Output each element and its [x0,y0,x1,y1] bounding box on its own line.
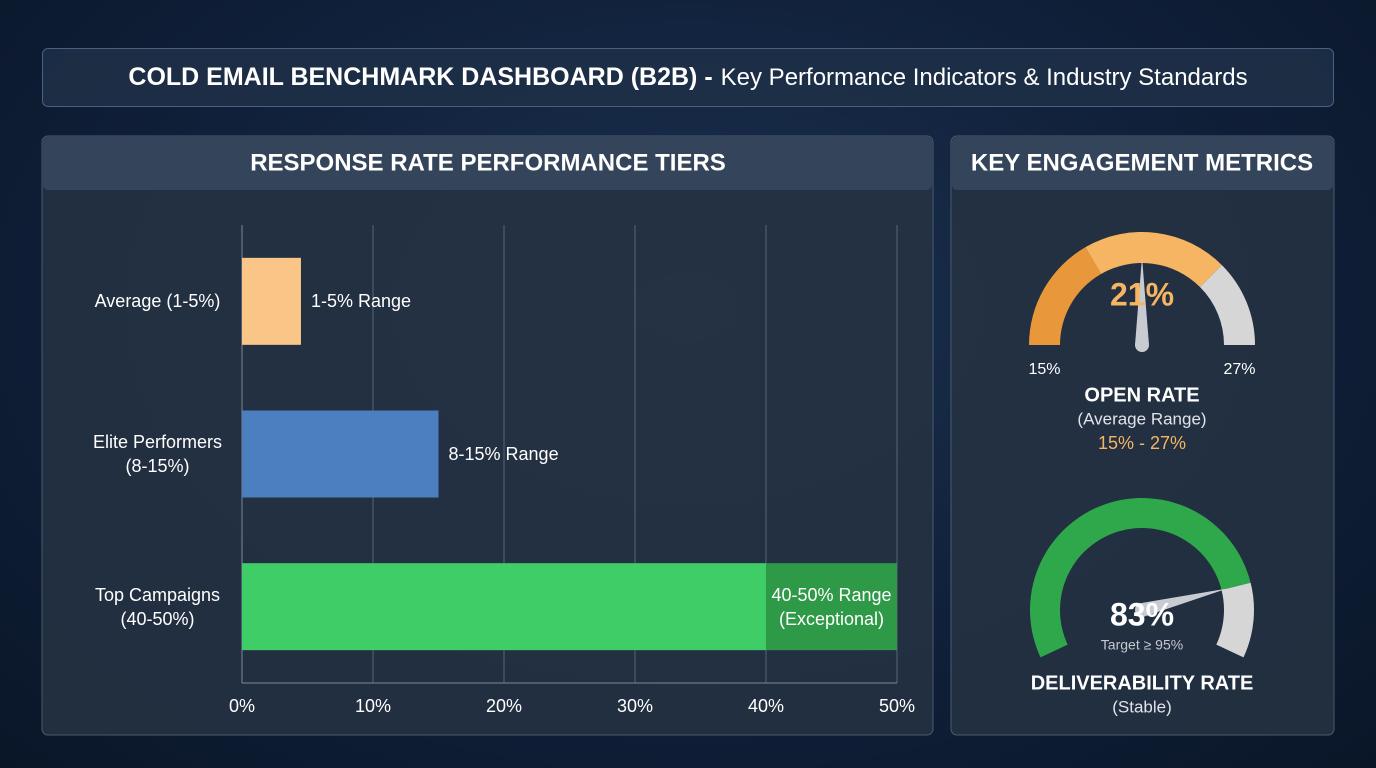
panel-title: KEY ENGAGEMENT METRICS [971,149,1313,176]
needle-hub [1135,603,1149,617]
chart-title: RESPONSE RATE PERFORMANCE TIERS [250,149,726,176]
gauge-subtitle: (Stable) [1112,697,1172,716]
annotation: 40-50% Range (Exceptional) [771,584,892,629]
y-tick-label: Elite Performers (8-15%) [92,432,223,476]
bar [242,563,766,651]
y-tick-label: Average (1-5%) [94,291,221,312]
x-tick-label: 0% [229,696,255,716]
gauge-tick-label: 27% [1223,361,1255,378]
gauge-band [1085,231,1222,288]
bar [766,563,897,651]
header: COLD EMAIL BENCHMARK DASHBOARD (B2B) - K… [42,48,1334,107]
gauge-band [1030,497,1251,658]
x-tick-label: 30% [617,696,653,716]
gauge-value: 83% [1110,596,1174,632]
gauge-band [1029,247,1101,345]
left-panel-header [43,137,932,190]
bar [242,410,439,498]
right-panel-header [952,137,1333,190]
x-tick-label: 10% [355,696,391,716]
needle-hub [1135,338,1149,352]
annotation: 8-15% Range [448,444,559,464]
x-tick-label: 40% [748,696,784,716]
gauge-title: OPEN RATE [1084,384,1199,406]
gauge-range: 15% - 27% [1098,433,1186,453]
gauge-subtitle: (Average Range) [1077,409,1206,428]
x-tick-label: 50% [879,696,915,716]
gauge-needle [1135,257,1149,345]
y-tick-label: Top Campaigns (40-50%) [94,584,221,629]
bar [242,257,301,345]
gauge-title: DELIVERABILITY RATE [1031,672,1254,694]
gauge-note: Target ≥ 95% [1101,637,1183,653]
x-tick-label: 20% [486,696,522,716]
gauge-band [1216,582,1254,658]
annotation: 1-5% Range [310,291,412,312]
gauge-value: 21% [1110,276,1174,312]
gauge-tick-label: 15% [1028,361,1060,378]
header-title: COLD EMAIL BENCHMARK DASHBOARD (B2B) - [128,63,713,91]
gauge-needle [1140,588,1228,617]
gauge-band [1199,265,1255,345]
header-subtitle: Key Performance Indicators & Industry St… [720,63,1248,91]
